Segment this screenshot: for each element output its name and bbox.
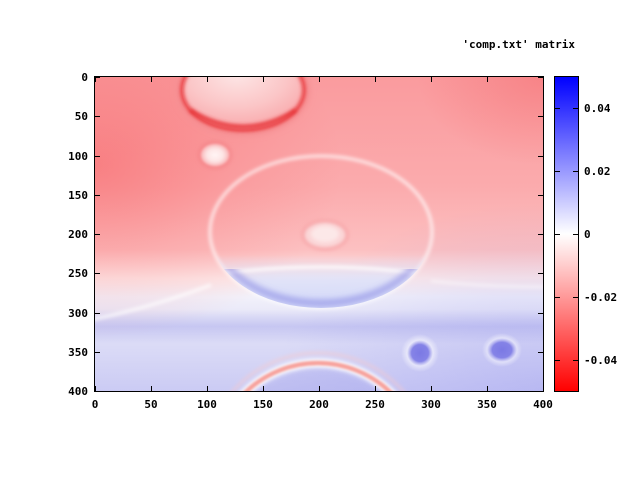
x-tick-top — [151, 77, 152, 82]
y-tick-left — [95, 312, 100, 314]
x-tick-bottom — [263, 386, 264, 391]
y-tick-label: 200 — [68, 228, 88, 241]
x-tick-top — [431, 77, 432, 82]
y-tick-label: 0 — [81, 71, 88, 84]
x-tick-top — [487, 77, 488, 82]
y-tick-left — [95, 155, 100, 157]
y-tick-right — [538, 234, 543, 235]
y-tick-right — [538, 194, 543, 196]
y-tick-right — [538, 77, 543, 78]
x-tick-label: 250 — [365, 398, 385, 411]
cb-tick-left — [555, 171, 560, 173]
x-tick-label: 350 — [477, 398, 497, 411]
x-tick-label: 0 — [91, 398, 99, 411]
x-tick-label: 200 — [309, 398, 329, 411]
y-tick-left — [95, 116, 100, 118]
cb-tick-right — [573, 359, 578, 361]
x-tick-bottom — [375, 386, 376, 391]
cb-tick-label: 0 — [584, 228, 591, 241]
cb-tick-left — [555, 296, 560, 298]
x-tick-top — [319, 77, 320, 82]
y-tick-left — [95, 77, 100, 78]
x-tick-bottom — [319, 386, 320, 391]
y-tick-left — [95, 273, 100, 275]
y-tick-label: 100 — [68, 149, 88, 163]
cb-tick-label: 0.04 — [584, 102, 611, 116]
central-spot — [301, 219, 349, 251]
y-tick-left — [95, 194, 100, 196]
blue-spot-right — [482, 333, 522, 367]
cb-tick-label: -0.02 — [584, 290, 618, 304]
x-tick-top — [263, 77, 264, 82]
small-white-spot — [197, 140, 233, 170]
x-tick-label: 300 — [421, 398, 441, 411]
cb-tick-right — [573, 296, 578, 298]
heatmap-plot-area — [94, 76, 544, 392]
x-tick-bottom — [151, 386, 152, 391]
y-tick-left — [95, 234, 100, 235]
cb-tick-left — [555, 359, 560, 361]
x-tick-label: 400 — [533, 398, 553, 411]
x-tick-top — [207, 77, 208, 82]
y-tick-right — [538, 116, 543, 118]
x-tick-top — [95, 77, 96, 82]
top-bubble — [175, 77, 311, 137]
x-tick-bottom — [95, 386, 96, 391]
sign-change-interface-lines — [95, 279, 543, 321]
plot-key-title: 'comp.txt' matrix — [462, 38, 575, 51]
cb-tick-right — [573, 108, 578, 110]
y-tick-right — [538, 273, 543, 275]
y-tick-right — [538, 391, 543, 392]
x-tick-bottom — [431, 386, 432, 391]
y-tick-label: 300 — [68, 306, 88, 320]
cb-tick-label: -0.04 — [584, 353, 618, 367]
cb-tick-left — [555, 234, 560, 235]
y-tick-label: 250 — [68, 267, 88, 281]
cb-tick-left — [555, 108, 560, 110]
y-tick-left — [95, 391, 100, 392]
y-tick-right — [538, 155, 543, 157]
y-tick-label: 150 — [68, 188, 88, 202]
heatmap-image — [95, 77, 543, 391]
x-tick-bottom — [487, 386, 488, 391]
cb-tick-right — [573, 234, 578, 235]
y-tick-right — [538, 351, 543, 353]
bottom-ring — [231, 351, 405, 391]
x-tick-label: 100 — [197, 398, 217, 411]
y-tick-label: 350 — [68, 345, 88, 359]
y-tick-left — [95, 351, 100, 353]
x-tick-label: 150 — [253, 398, 273, 411]
x-tick-top — [375, 77, 376, 82]
x-tick-label: 50 — [144, 398, 158, 411]
x-tick-bottom — [543, 386, 544, 391]
y-tick-label: 50 — [74, 110, 88, 124]
x-tick-top — [543, 77, 544, 82]
x-tick-bottom — [207, 386, 208, 391]
cb-tick-label: 0.02 — [584, 165, 611, 179]
y-tick-label: 400 — [68, 385, 88, 398]
y-tick-right — [538, 312, 543, 314]
blue-spot-left — [401, 334, 439, 372]
cb-tick-right — [573, 171, 578, 173]
